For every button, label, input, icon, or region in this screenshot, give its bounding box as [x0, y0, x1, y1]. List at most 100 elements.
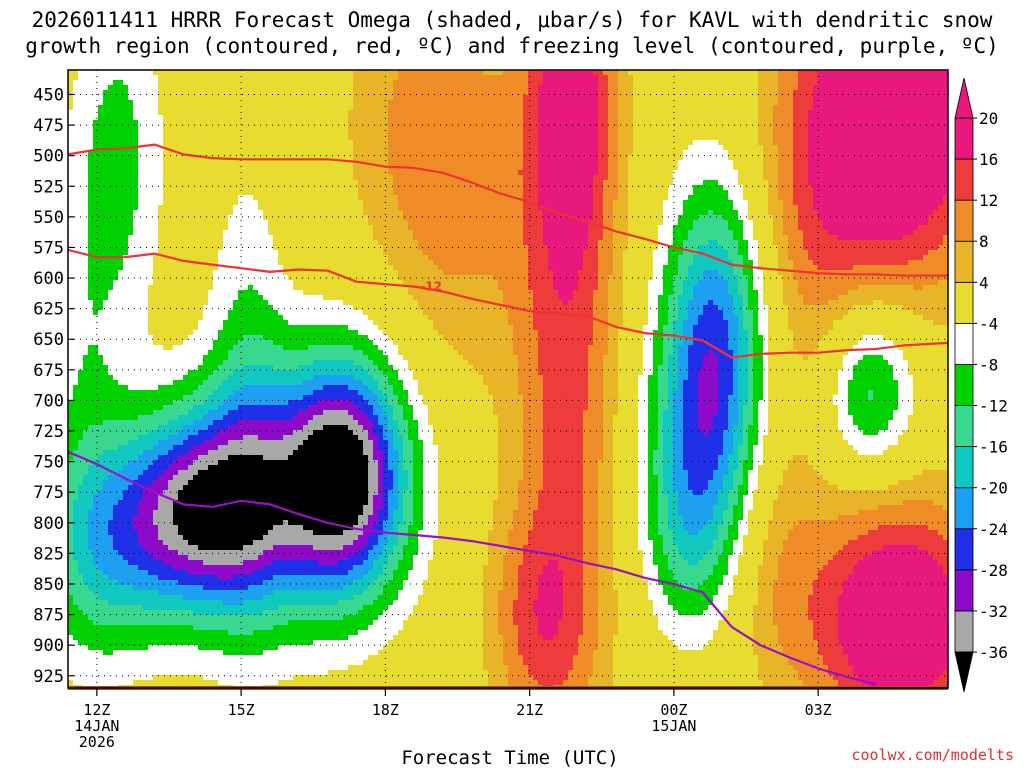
omega-cell [128, 545, 134, 551]
omega-cell [73, 465, 79, 471]
omega-cell [68, 85, 74, 91]
omega-cell [133, 235, 139, 241]
omega-cell [73, 165, 79, 171]
omega-cell [113, 565, 119, 571]
omega-cell [133, 260, 139, 266]
omega-cell [148, 560, 154, 566]
omega-cell [123, 195, 129, 201]
omega-cell [68, 680, 74, 686]
omega-cell [108, 355, 114, 361]
omega-cell [128, 665, 134, 671]
omega-cell [133, 560, 139, 566]
omega-cell [83, 660, 89, 666]
omega-cell [143, 675, 149, 681]
omega-cell [143, 200, 149, 206]
omega-cell [133, 550, 139, 556]
omega-cell [93, 230, 99, 236]
omega-cell [93, 265, 99, 271]
omega-cell [88, 295, 94, 301]
omega-cell [83, 90, 89, 96]
omega-cell [108, 390, 114, 396]
omega-cell [148, 80, 154, 86]
omega-cell [83, 530, 89, 536]
omega-cell [128, 150, 134, 156]
omega-cell [98, 580, 104, 586]
omega-cell [128, 540, 134, 546]
omega-cell [123, 630, 129, 636]
omega-cell [153, 295, 159, 301]
omega-cell [98, 210, 104, 216]
omega-cell [138, 530, 144, 536]
omega-cell [138, 455, 144, 461]
omega-cell [123, 415, 129, 421]
omega-cell [68, 220, 74, 226]
omega-cell [138, 545, 144, 551]
omega-cell [103, 400, 109, 406]
omega-cell [83, 555, 89, 561]
omega-cell [73, 635, 79, 641]
omega-cell [153, 75, 159, 81]
omega-cell [113, 80, 119, 86]
omega-cell [103, 495, 109, 501]
omega-cell [153, 345, 159, 351]
omega-cell [133, 215, 139, 221]
omega-cell [153, 225, 159, 231]
omega-cell [138, 85, 144, 91]
omega-cell [108, 500, 114, 506]
omega-cell [113, 235, 119, 241]
omega-cell [113, 155, 119, 161]
omega-cell [123, 470, 129, 476]
omega-cell [88, 600, 94, 606]
omega-cell [133, 345, 139, 351]
omega-cell [98, 200, 104, 206]
omega-cell [133, 500, 139, 506]
omega-cell [73, 510, 79, 516]
omega-cell [98, 595, 104, 601]
omega-cell [98, 425, 104, 431]
omega-cell [93, 635, 99, 641]
omega-cell [118, 505, 124, 511]
omega-cell [128, 660, 134, 666]
omega-cell [138, 195, 144, 201]
omega-cell [143, 350, 149, 356]
omega-cell [113, 125, 119, 131]
omega-cell [113, 610, 119, 616]
omega-cell [98, 115, 104, 121]
omega-cell [138, 575, 144, 581]
omega-cell [83, 640, 89, 646]
chart-title-line2: growth region (contoured, red, ºC) and f… [25, 34, 999, 58]
omega-cell [78, 490, 84, 496]
omega-cell [88, 140, 94, 146]
omega-cell [133, 545, 139, 551]
omega-cell [123, 615, 129, 621]
omega-cell [153, 255, 159, 261]
omega-cell [108, 285, 114, 291]
omega-cell [138, 375, 144, 381]
omega-cell [83, 420, 89, 426]
omega-cell [78, 475, 84, 481]
omega-cell [148, 190, 154, 196]
omega-cell [143, 270, 149, 276]
omega-cell [93, 605, 99, 611]
omega-cell [153, 190, 159, 196]
omega-cell [123, 140, 129, 146]
omega-cell [103, 210, 109, 216]
omega-cell [103, 125, 109, 131]
omega-cell [128, 460, 134, 466]
omega-cell [118, 260, 124, 266]
omega-cell [113, 315, 119, 321]
omega-cell [148, 505, 154, 511]
omega-cell [108, 615, 114, 621]
omega-cell [153, 365, 159, 371]
omega-cell [88, 355, 94, 361]
omega-cell [93, 110, 99, 116]
omega-cell [103, 165, 109, 171]
omega-cell [88, 620, 94, 626]
omega-cell [108, 165, 114, 171]
omega-cell [68, 235, 74, 241]
omega-cell [68, 375, 74, 381]
omega-cell [93, 130, 99, 136]
omega-cell [73, 570, 79, 576]
omega-cell [133, 580, 139, 586]
omega-cell [133, 595, 139, 601]
